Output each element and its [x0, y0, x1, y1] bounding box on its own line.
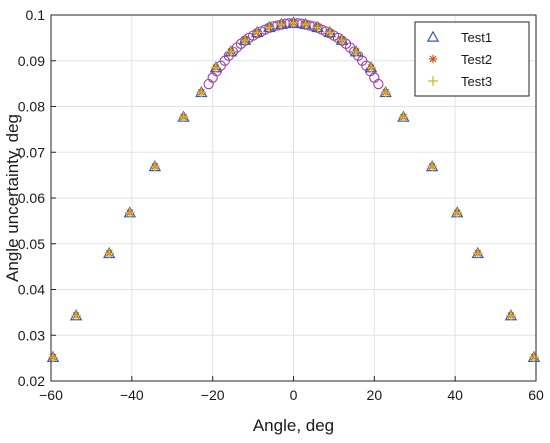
y-tick-label: 0.09	[18, 53, 45, 69]
test3-point	[452, 207, 462, 218]
y-tick-label: 0.03	[18, 327, 45, 343]
x-tick-label: 60	[528, 387, 544, 403]
x-tick-label: 40	[447, 387, 463, 403]
legend-triangle-icon	[426, 30, 440, 42]
test3-point	[300, 19, 311, 29]
x-tick-label: −40	[120, 387, 144, 403]
y-axis-ticks: 0.02 0.03 0.04 0.05 0.06 0.07 0.08 0.09 0.1	[18, 7, 56, 389]
y-tick-label: 0.1	[26, 7, 46, 23]
test3-point	[104, 248, 114, 259]
test3-point	[351, 46, 361, 57]
test3-point	[427, 161, 437, 172]
y-tick-label: 0.04	[18, 282, 45, 298]
test3-point	[150, 161, 160, 172]
x-tick-label: −60	[39, 387, 63, 403]
legend-label: Test2	[461, 52, 492, 67]
y-tick-label: 0.02	[18, 373, 45, 389]
test3-point	[380, 87, 391, 98]
x-tick-label: −20	[201, 387, 225, 403]
test3-point	[196, 87, 207, 98]
x-axis-ticks: −60 −40 −20 0 20 40 60	[39, 376, 544, 403]
y-tick-label: 0.05	[18, 236, 45, 252]
y-tick-label: 0.07	[18, 144, 45, 160]
test3-point	[178, 112, 189, 122]
test3-point	[529, 352, 539, 363]
test3-point	[276, 19, 287, 29]
legend-label: Test3	[461, 74, 492, 89]
test3-point	[211, 62, 221, 73]
test3-point	[325, 27, 335, 38]
test3-point	[337, 35, 347, 45]
test3-point	[48, 352, 58, 363]
test3-point	[506, 310, 516, 321]
test3-point	[71, 310, 81, 321]
circle-point	[373, 78, 384, 90]
test3-point	[264, 22, 275, 33]
x-tick-label: 20	[367, 387, 383, 403]
test-series-markers	[46, 16, 541, 363]
legend-asterisk-icon	[428, 54, 438, 64]
test3-point	[398, 112, 409, 122]
test3-point	[252, 27, 262, 38]
x-tick-label: 0	[290, 387, 298, 403]
test3-point	[226, 46, 236, 57]
test3-point	[125, 207, 135, 218]
test3-point	[312, 22, 323, 33]
test3-point	[366, 62, 376, 73]
y-tick-label: 0.06	[18, 190, 45, 206]
legend: Test1 Test2 Test3	[414, 21, 530, 97]
y-tick-label: 0.08	[18, 99, 45, 115]
test3-point	[288, 17, 299, 28]
test3-point	[473, 248, 483, 259]
x-axis-title: Angle, deg	[253, 416, 334, 435]
legend-plus-icon	[428, 76, 438, 86]
series-test3	[48, 17, 539, 363]
legend-label: Test1	[461, 30, 492, 45]
test3-point	[240, 35, 250, 45]
y-axis-title: Angle uncertainty, deg	[3, 114, 22, 282]
